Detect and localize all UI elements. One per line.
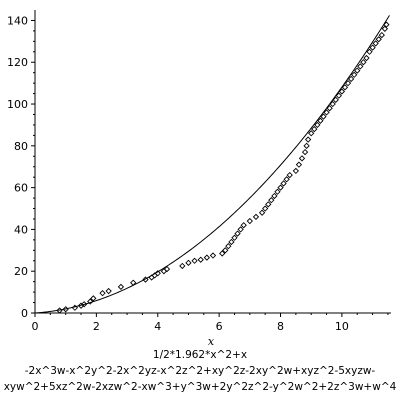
data-point bbox=[351, 71, 358, 78]
data-point bbox=[71, 304, 79, 311]
data-point bbox=[369, 44, 376, 51]
data-point bbox=[228, 238, 235, 246]
data-point bbox=[363, 54, 370, 62]
data-point bbox=[283, 176, 290, 183]
y-tick-label: 0 bbox=[21, 307, 28, 320]
data-point bbox=[130, 279, 137, 286]
data-point bbox=[383, 21, 390, 28]
data-point bbox=[344, 80, 352, 87]
data-point bbox=[265, 201, 272, 208]
data-point bbox=[185, 259, 192, 266]
data-point bbox=[80, 301, 88, 308]
data-point bbox=[378, 31, 385, 39]
y-tick-label: 120 bbox=[7, 56, 28, 69]
data-point bbox=[320, 113, 327, 120]
data-point bbox=[231, 234, 238, 241]
data-point bbox=[237, 226, 244, 233]
data-point bbox=[271, 192, 278, 200]
caption-line: xyw^2+5xz^2w-2xzw^2-xw^3+y^3w+2y^2z^2-y^… bbox=[4, 381, 397, 393]
data-point bbox=[252, 213, 260, 221]
data-point bbox=[268, 197, 275, 204]
y-tick-label: 20 bbox=[14, 265, 28, 278]
points-layer bbox=[56, 21, 390, 314]
x-tick-label: 4 bbox=[154, 320, 161, 333]
data-point bbox=[375, 36, 382, 43]
y-tick-label: 100 bbox=[7, 98, 28, 111]
x-tick-label: 2 bbox=[93, 320, 100, 333]
data-point bbox=[329, 100, 336, 108]
x-tick-label: 0 bbox=[32, 320, 39, 333]
curve-layer bbox=[34, 15, 390, 314]
data-point bbox=[292, 167, 299, 175]
data-point bbox=[295, 161, 303, 168]
data-point bbox=[347, 75, 355, 83]
data-point bbox=[301, 148, 309, 156]
caption-line: -2x^3w-x^2y^2-2x^2yz-x^2z^2+xy^2z-2xy^2w… bbox=[25, 365, 376, 377]
caption-line: 1/2*1.962*x^2+x bbox=[153, 349, 247, 361]
data-point bbox=[117, 283, 125, 291]
data-point bbox=[298, 155, 306, 162]
data-point bbox=[240, 222, 247, 229]
y-tick-label: 40 bbox=[14, 223, 28, 236]
data-point bbox=[277, 184, 284, 191]
x-tick-label: 6 bbox=[216, 320, 223, 333]
data-point bbox=[87, 298, 94, 305]
data-point bbox=[303, 142, 310, 149]
data-point bbox=[142, 276, 149, 283]
data-point bbox=[262, 205, 269, 212]
data-point bbox=[360, 59, 367, 66]
data-point bbox=[209, 252, 217, 259]
y-tick-label: 60 bbox=[14, 182, 28, 195]
axes bbox=[34, 10, 391, 314]
data-point bbox=[258, 209, 266, 216]
fit-curve bbox=[34, 15, 390, 314]
data-point bbox=[323, 109, 330, 116]
y-tick-label: 80 bbox=[14, 140, 28, 153]
data-point bbox=[286, 171, 293, 179]
data-point bbox=[332, 96, 339, 103]
data-point bbox=[154, 270, 161, 277]
data-point bbox=[225, 242, 232, 250]
data-point bbox=[305, 136, 312, 143]
data-point bbox=[314, 121, 321, 129]
data-point bbox=[317, 117, 324, 124]
y-tick-label: 140 bbox=[7, 14, 28, 27]
data-point bbox=[179, 262, 186, 270]
data-point bbox=[357, 63, 364, 70]
data-point bbox=[99, 290, 106, 297]
data-point bbox=[56, 307, 63, 314]
data-point bbox=[274, 188, 281, 195]
data-point bbox=[62, 306, 69, 313]
data-point bbox=[372, 40, 379, 47]
x-tick-label: 10 bbox=[335, 320, 349, 333]
data-point bbox=[381, 25, 388, 32]
data-point bbox=[246, 217, 253, 225]
data-point bbox=[341, 84, 349, 91]
data-point bbox=[222, 247, 229, 254]
data-point bbox=[354, 67, 361, 74]
data-point bbox=[280, 180, 287, 187]
data-point bbox=[219, 250, 226, 257]
data-point bbox=[197, 256, 204, 263]
data-point bbox=[90, 295, 97, 302]
data-point bbox=[105, 287, 112, 295]
data-point bbox=[366, 48, 373, 55]
x-axis-label: x bbox=[208, 335, 215, 348]
data-point bbox=[203, 254, 210, 261]
data-point bbox=[163, 265, 171, 273]
caption: 1/2*1.962*x^2+x -2x^3w-x^2y^2-2x^2yz-x^2z… bbox=[4, 349, 397, 393]
data-point bbox=[234, 230, 241, 237]
data-point bbox=[326, 105, 333, 112]
data-point bbox=[338, 88, 346, 95]
data-point bbox=[191, 257, 198, 264]
data-point bbox=[335, 92, 342, 99]
x-tick-label: 8 bbox=[277, 320, 284, 333]
data-point bbox=[311, 125, 318, 133]
data-point bbox=[308, 130, 315, 137]
